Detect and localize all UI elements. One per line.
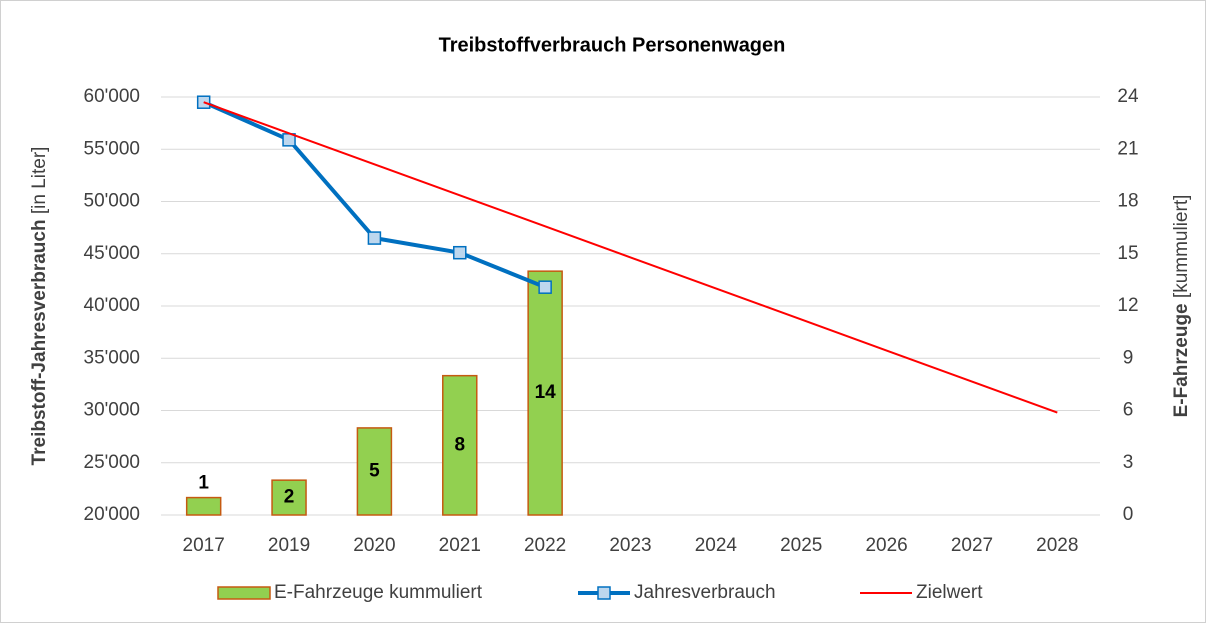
y2-tick-label: 9 xyxy=(1123,347,1134,368)
x-tick-label: 2021 xyxy=(439,535,481,556)
x-tick-label: 2019 xyxy=(268,535,310,556)
bar xyxy=(271,479,307,516)
line-marker xyxy=(453,245,467,260)
y2-tick-label: 6 xyxy=(1123,400,1134,421)
legend-label: Jahresverbrauch xyxy=(634,582,776,603)
y-tick-label: 35'000 xyxy=(84,347,140,368)
y-tick-label: 60'000 xyxy=(84,86,140,107)
bar xyxy=(356,427,393,516)
bar-value-label: 5 xyxy=(369,460,380,481)
line xyxy=(203,101,1058,414)
bar-value-label: 8 xyxy=(454,434,465,455)
x-tick-label: 2022 xyxy=(524,535,566,556)
y-tick-label: 20'000 xyxy=(84,504,140,525)
legend-label: Zielwert xyxy=(916,582,983,603)
y-tick-label: 55'000 xyxy=(84,138,140,159)
x-tick-label: 2017 xyxy=(183,535,225,556)
x-tick-label: 2027 xyxy=(951,535,993,556)
bar-value-label: 1 xyxy=(198,473,209,494)
y-axis-label-bold: Treibstoff-Jahresverbrauch xyxy=(29,219,50,465)
y2-tick-label: 21 xyxy=(1117,138,1138,159)
bar-value-label: 2 xyxy=(284,487,295,508)
y-tick-label: 25'000 xyxy=(84,452,140,473)
y-axis-label-unit: [in Liter] xyxy=(29,147,50,215)
y2-axis-label-unit: [kummuliert] xyxy=(1171,195,1192,298)
y-tick-label: 45'000 xyxy=(84,243,140,264)
bar xyxy=(185,496,222,516)
chart-title: Treibstoffverbrauch Personenwagen xyxy=(439,34,786,56)
legend-swatch xyxy=(217,586,271,600)
y2-tick-label: 24 xyxy=(1117,86,1139,107)
y-axis-label: Treibstoff-Jahresverbrauch [in Liter] xyxy=(29,147,50,466)
y2-tick-label: 18 xyxy=(1117,191,1138,212)
x-tick-label: 2020 xyxy=(353,535,395,556)
y2-tick-label: 12 xyxy=(1117,295,1138,316)
legend-label: E-Fahrzeuge kummuliert xyxy=(274,582,483,603)
y2-axis-label: E-Fahrzeuge [kummuliert] xyxy=(1171,195,1192,418)
legend-swatch-marker xyxy=(597,586,611,600)
x-tick-label: 2026 xyxy=(865,535,907,556)
bar xyxy=(442,374,478,516)
y-tick-label: 50'000 xyxy=(84,191,140,212)
y2-tick-label: 3 xyxy=(1123,452,1134,473)
line-marker xyxy=(367,231,382,245)
y-tick-label: 40'000 xyxy=(84,295,140,316)
y2-axis-label-bold: E-Fahrzeuge xyxy=(1171,303,1192,417)
x-tick-label: 2023 xyxy=(609,535,651,556)
bar xyxy=(527,270,563,516)
x-tick-label: 2024 xyxy=(695,535,738,556)
line-marker xyxy=(538,280,552,294)
bar-value-label: 14 xyxy=(535,382,557,403)
y2-tick-label: 15 xyxy=(1117,243,1138,264)
y2-tick-label: 0 xyxy=(1123,504,1134,525)
y-tick-label: 30'000 xyxy=(84,400,140,421)
x-tick-label: 2028 xyxy=(1036,535,1078,556)
x-tick-label: 2025 xyxy=(780,535,822,556)
